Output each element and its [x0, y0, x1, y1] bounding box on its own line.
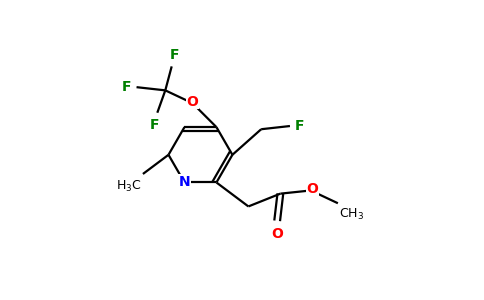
Text: F: F [122, 80, 132, 94]
Text: O: O [306, 182, 318, 196]
Text: O: O [271, 227, 283, 241]
Text: F: F [170, 48, 180, 62]
Text: O: O [186, 94, 198, 109]
Text: N: N [179, 176, 190, 190]
Text: F: F [150, 118, 159, 131]
Text: H$_3$C: H$_3$C [116, 179, 141, 194]
Text: CH$_3$: CH$_3$ [339, 206, 364, 221]
Text: F: F [295, 119, 304, 133]
